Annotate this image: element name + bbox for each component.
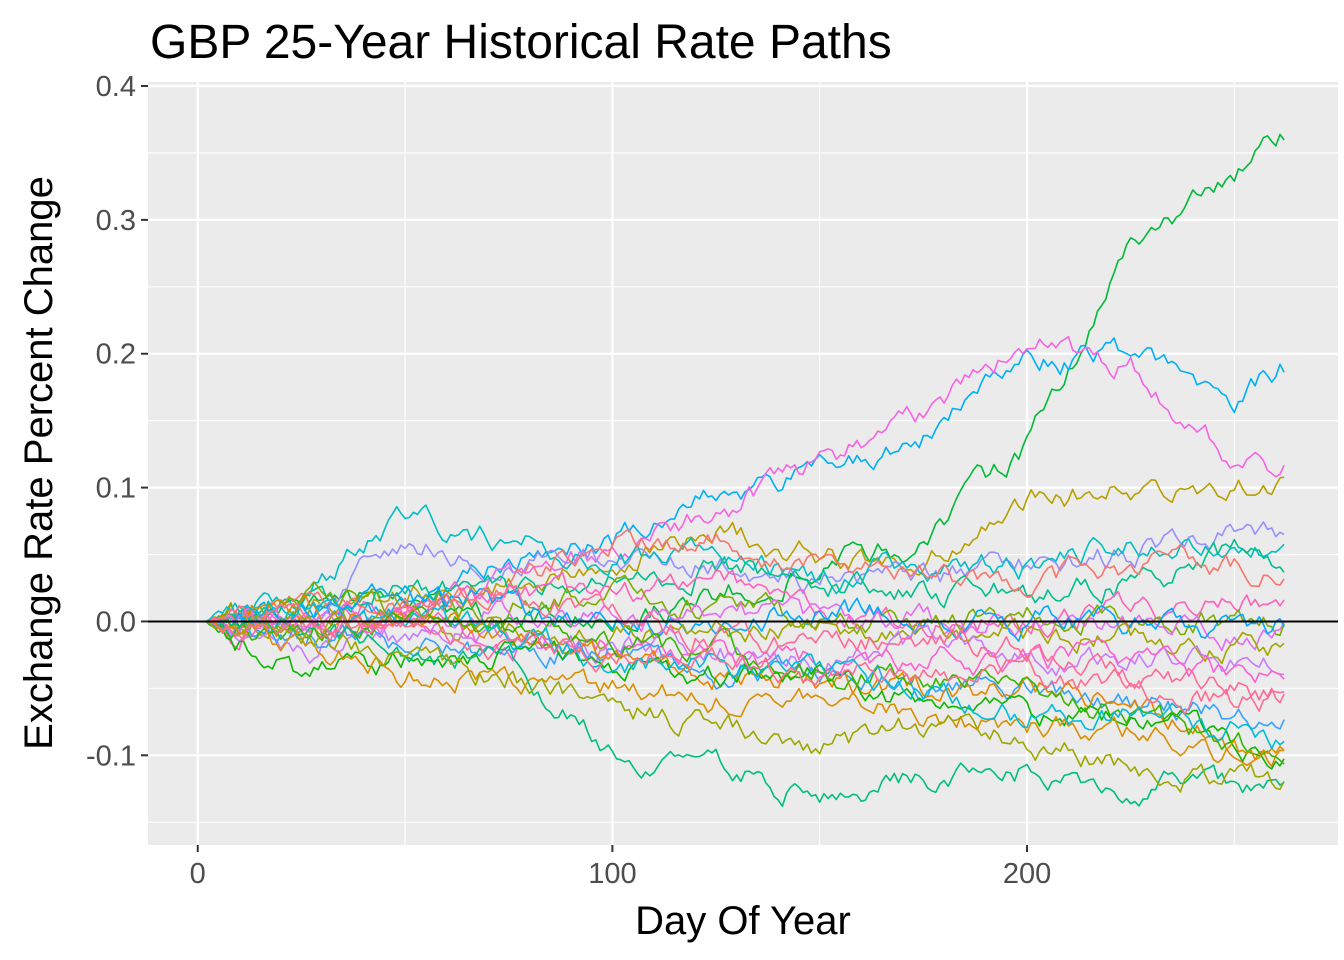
x-axis-title: Day Of Year <box>635 899 851 943</box>
series-line <box>205 574 1285 637</box>
series-line <box>205 620 1285 677</box>
plot-panel <box>148 82 1338 845</box>
y-tick-label: 0.1 <box>96 473 136 505</box>
x-tick-label: 200 <box>1003 858 1051 890</box>
series-line <box>205 583 1285 642</box>
x-tick-label: 0 <box>190 858 206 890</box>
series-line <box>205 597 1285 750</box>
series-line <box>206 521 1285 638</box>
y-tick-label: 0.0 <box>96 606 136 638</box>
x-tick-label: 100 <box>588 858 636 890</box>
y-tick-label: 0.4 <box>96 71 136 103</box>
series-line <box>205 602 1285 715</box>
y-tick-label: 0.2 <box>96 339 136 371</box>
series-line <box>205 620 1285 770</box>
series-line <box>205 620 1285 764</box>
series-line <box>205 615 1285 793</box>
y-tick-label: 0.3 <box>96 205 136 237</box>
series-line <box>205 528 1285 623</box>
series-line <box>205 476 1285 630</box>
series-line <box>205 605 1285 765</box>
series-line <box>205 538 1285 624</box>
y-tick-label: -0.1 <box>86 740 136 772</box>
series-lines <box>205 133 1285 808</box>
y-axis: -0.1 0.0 0.1 0.2 0.3 0.4 <box>86 71 148 772</box>
minor-gridlines <box>148 82 1338 845</box>
chart-title: GBP 25-Year Historical Rate Paths <box>150 16 892 69</box>
series-line <box>205 596 1285 652</box>
y-axis-title: Exchange Rate Percent Change <box>17 176 61 750</box>
series-line <box>205 614 1285 808</box>
x-axis: 0 100 200 <box>190 845 1051 890</box>
